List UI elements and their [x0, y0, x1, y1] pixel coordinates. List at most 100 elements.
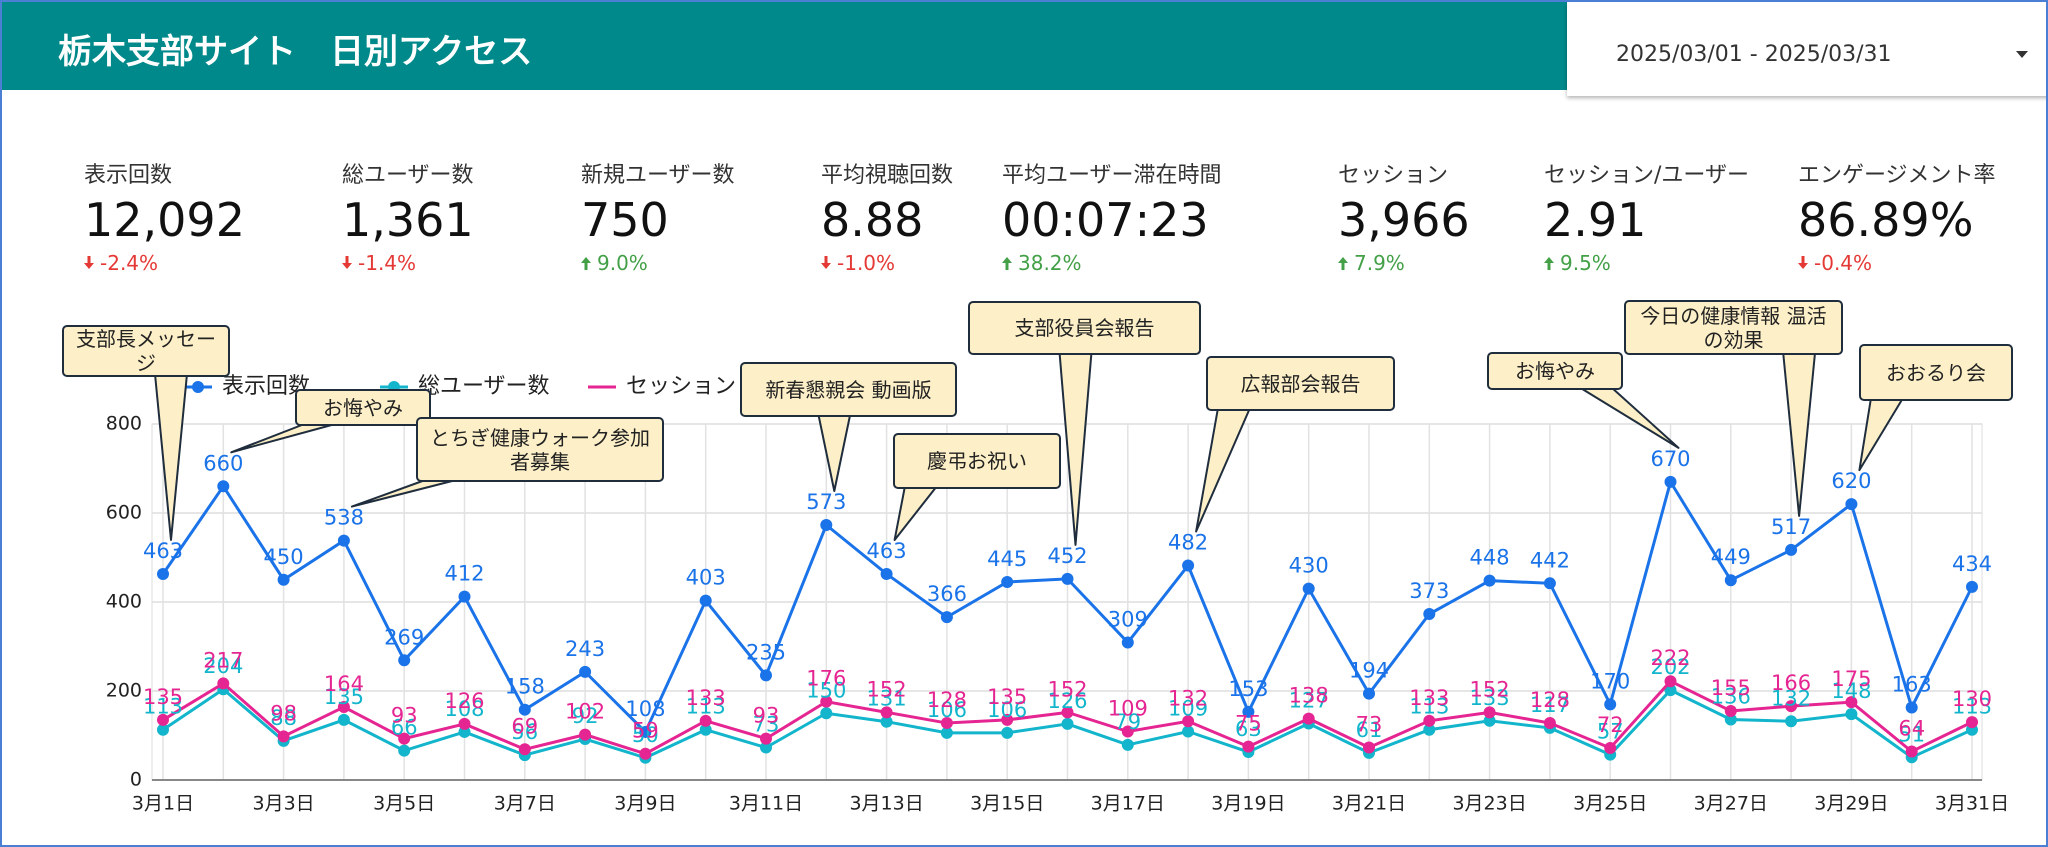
x-tick-label: 3月3日 [253, 793, 315, 815]
data-label: 98 [270, 701, 297, 725]
trend-arrow [1544, 257, 1554, 270]
data-label: 106 [987, 698, 1027, 722]
callout-text: お悔やみ [1487, 352, 1623, 390]
scorecard-change: 9.0% [581, 251, 735, 275]
dropdown-caret[interactable] [2016, 51, 2028, 58]
data-point [1363, 746, 1375, 759]
data-point [760, 669, 772, 682]
data-label: 128 [927, 688, 967, 712]
data-label: 72 [1597, 713, 1624, 737]
data-label: 403 [686, 566, 726, 590]
x-tick-label: 3月9日 [614, 793, 676, 815]
data-label: 66 [391, 716, 418, 740]
data-label: 309 [1108, 607, 1148, 631]
data-label: 194 [1349, 659, 1389, 683]
header-bar: 栃木支部サイト 日別アクセス [2, 2, 1567, 90]
legend-label: セッション [626, 374, 736, 399]
data-label: 102 [565, 700, 605, 724]
data-label: 176 [806, 667, 846, 691]
data-point [1543, 717, 1556, 730]
callout-text: お悔やみ [295, 389, 431, 426]
data-label: 164 [324, 672, 364, 696]
scorecard-value: 2.91 [1544, 193, 1647, 247]
data-point [337, 534, 350, 547]
data-label: 135 [987, 685, 1027, 709]
scorecard-change: -1.0% [821, 251, 953, 275]
scorecard: 新規ユーザー数 750 9.0% [581, 157, 735, 275]
data-label: 132 [1771, 686, 1811, 710]
data-point [699, 594, 712, 607]
data-point [458, 725, 471, 738]
callout-box: とちぎ健康ウォーク参加者募集 [416, 417, 664, 482]
data-point [277, 730, 290, 743]
data-point [1905, 701, 1918, 714]
scorecard-value: 3,966 [1338, 193, 1470, 247]
data-point [1664, 675, 1677, 688]
callout: 新春懇親会 動画版 [740, 362, 957, 493]
data-label: 109 [1168, 696, 1208, 720]
scorecard-change: 7.9% [1338, 251, 1470, 275]
scorecard: エンゲージメント率 86.89% -0.4% [1798, 157, 1996, 275]
data-point [1724, 574, 1737, 587]
scorecard-change: 9.5% [1544, 251, 1749, 275]
data-label: 150 [806, 678, 846, 702]
date-range-picker[interactable]: 2025/03/01 - 2025/03/31 [1567, 2, 2046, 96]
callout-box: おおるり会 [1859, 344, 2013, 401]
data-point [1363, 687, 1375, 700]
data-point [1905, 751, 1918, 764]
data-point [1543, 721, 1556, 734]
data-label: 155 [1711, 676, 1751, 700]
data-label: 108 [444, 697, 484, 721]
callout-text: 支部長メッセージ [62, 325, 230, 377]
data-label: 434 [1952, 552, 1992, 576]
x-tick-label: 3月19日 [1211, 793, 1285, 815]
data-label: 108 [625, 697, 665, 721]
scorecard-value: 750 [581, 193, 669, 247]
scorecard-label: 表示回数 [84, 163, 173, 188]
data-label: 113 [143, 695, 183, 719]
data-point [1182, 715, 1195, 728]
callout-tail [1578, 386, 1680, 449]
scorecard-value: 86.89% [1798, 193, 1974, 247]
callout-tail [817, 413, 852, 493]
callout-text: とちぎ健康ウォーク参加者募集 [416, 417, 664, 482]
callout: 支部長メッセージ [62, 325, 230, 541]
data-point [337, 713, 350, 726]
data-point [1966, 716, 1978, 729]
y-tick-label: 800 [106, 413, 142, 435]
scorecard: 平均ユーザー滞在時間 00:07:23 38.2% [1002, 157, 1222, 275]
data-label: 88 [270, 706, 297, 730]
data-label: 412 [444, 562, 484, 586]
date-range-text[interactable]: 2025/03/01 - 2025/03/31 [1616, 42, 1892, 67]
data-label: 127 [1289, 688, 1329, 712]
data-label: 79 [1114, 710, 1141, 734]
data-label: 366 [927, 582, 967, 606]
data-label: 452 [1047, 544, 1087, 568]
data-point [1423, 714, 1436, 727]
data-label: 126 [444, 689, 484, 713]
data-point [277, 573, 290, 586]
data-label: 449 [1711, 545, 1751, 569]
data-label: 148 [1831, 679, 1871, 703]
data-label: 126 [1047, 689, 1087, 713]
data-label: 133 [1409, 686, 1449, 710]
scorecard-change-text: 9.5% [1560, 251, 1611, 275]
scorecard: 総ユーザー数 1,361 -1.4% [342, 157, 474, 275]
callout: 広報部会報告 [1195, 356, 1395, 533]
x-tick-label: 3月17日 [1091, 793, 1165, 815]
data-point [1302, 712, 1315, 725]
data-label: 153 [1228, 677, 1268, 701]
callout-tail [1858, 397, 1904, 472]
y-tick-label: 200 [106, 680, 142, 702]
trend-arrow [581, 257, 591, 270]
series-line [162, 679, 1973, 756]
data-point [880, 715, 893, 728]
x-tick-label: 3月15日 [970, 793, 1044, 815]
data-point [1121, 738, 1134, 751]
trend-arrow [84, 256, 94, 269]
scorecard-label: 総ユーザー数 [342, 163, 474, 188]
data-label: 61 [1356, 718, 1383, 742]
callout: おおるり会 [1858, 344, 2013, 472]
data-point [157, 723, 169, 736]
